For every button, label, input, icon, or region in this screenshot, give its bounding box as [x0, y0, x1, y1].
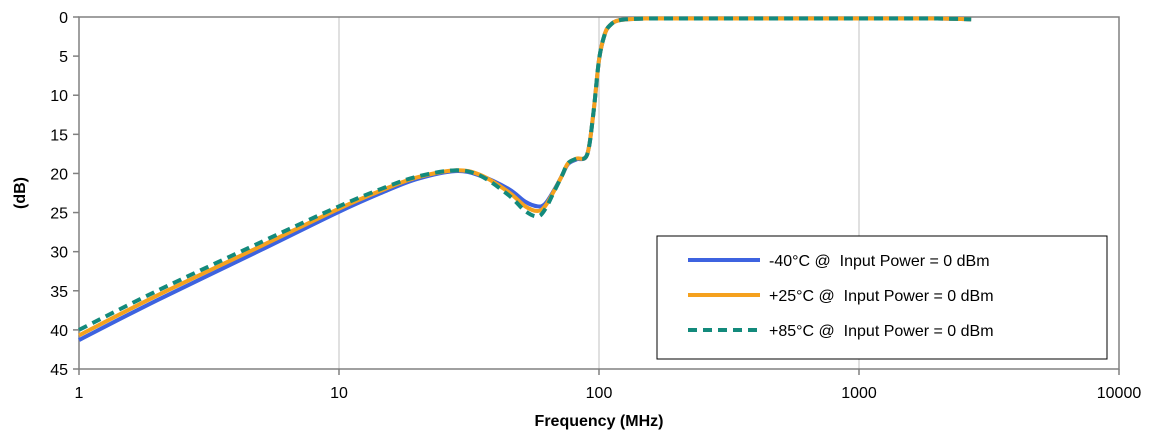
axis-ticks: 1 10 100 1000 10000 0 5 10 15 20 25 30 35 40 45: [50, 10, 1141, 402]
y-tick-label: 40: [50, 323, 68, 340]
y-tick-label: 35: [50, 284, 68, 301]
y-tick-label: 20: [50, 166, 68, 183]
legend-label: +25°C @ Input Power = 0 dBm: [769, 288, 994, 305]
x-tick-label: 10: [330, 385, 348, 402]
legend-label: -40°C @ Input Power = 0 dBm: [769, 253, 990, 270]
x-tick-label: 1000: [841, 385, 877, 402]
y-tick-label: 25: [50, 206, 68, 223]
x-tick-label: 1: [75, 385, 84, 402]
y-tick-label: 5: [59, 49, 68, 66]
y-tick-label: 15: [50, 127, 68, 144]
x-tick-label: 100: [586, 385, 613, 402]
x-tick-label: 10000: [1097, 385, 1142, 402]
legend-label: +85°C @ Input Power = 0 dBm: [769, 323, 994, 340]
y-tick-label: 10: [50, 88, 68, 105]
y-tick-label: 30: [50, 245, 68, 262]
y-tick-label: 45: [50, 362, 68, 379]
legend: -40°C @ Input Power = 0 dBm +25°C @ Input…: [656, 235, 1108, 360]
x-axis-label: Frequency (MHz): [535, 413, 664, 430]
series-lines: [78, 16, 972, 342]
legend-box: [656, 235, 1108, 360]
y-tick-label: 0: [59, 10, 68, 27]
series-line-3: [78, 16, 972, 332]
y-axis-label: (dB): [12, 177, 29, 209]
